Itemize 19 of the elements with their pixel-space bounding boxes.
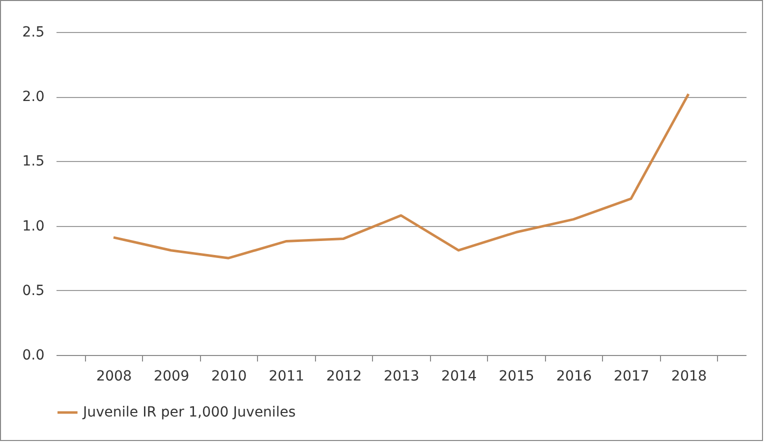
y-tick-label: 0.5: [22, 282, 44, 299]
x-tick-label: 2018: [671, 368, 707, 384]
x-tick-label: 2010: [211, 368, 247, 384]
x-tick-label: 2015: [498, 368, 534, 384]
y-tick-label: 0.0: [22, 348, 44, 364]
y-tick-label: 1.5: [22, 154, 44, 170]
line-series: [112, 92, 690, 260]
x-tick-label: 2011: [268, 368, 304, 384]
x-tick-label: 2016: [556, 368, 592, 384]
legend-label: Juvenile IR per 1,000 Juveniles: [82, 404, 296, 420]
x-tick-label: 2009: [154, 368, 190, 384]
x-tick-label: 2014: [441, 368, 477, 384]
y-tick-label: 2.0: [22, 89, 44, 106]
x-tick-label: 2012: [326, 368, 362, 384]
y-tick-label: 2.5: [22, 24, 44, 40]
x-tick-label: 2017: [614, 368, 650, 384]
x-tick-label: 2008: [96, 368, 132, 384]
x-tick-label: 2013: [384, 368, 420, 384]
y-tick-label: 1.0: [22, 218, 44, 234]
